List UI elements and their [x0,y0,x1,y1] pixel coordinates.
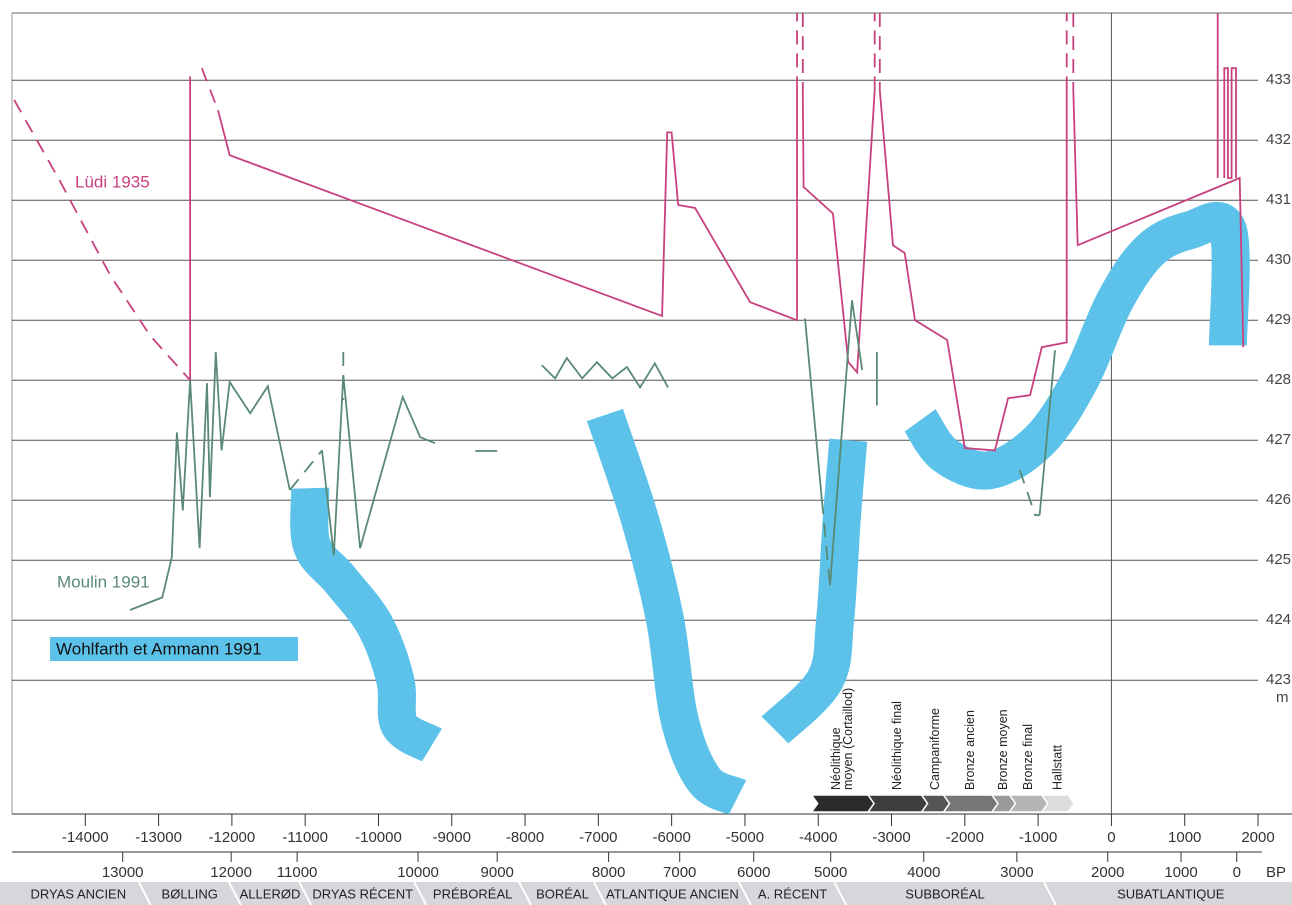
band-series [290,202,1250,815]
x-tick-label: -14000 [62,829,109,846]
culture-label: Bronze ancien [963,710,977,790]
period-label: PRÉBORÉAL [433,886,512,901]
bp-tick-label: 3000 [1000,864,1033,881]
period-label: ATLANTIQUE ANCIEN [606,886,739,901]
period-label: DRYAS ANCIEN [31,886,127,901]
bp-tick-label: 10000 [397,864,439,881]
bp-tick-label: 4000 [907,864,940,881]
x-tick-label: -9000 [433,829,471,846]
y-tick-label: 424 [1266,611,1291,628]
x-tick-label: -7000 [579,829,617,846]
x-tick-label: -6000 [652,829,690,846]
culture-label: Néolithique [829,727,843,790]
period-label: SUBATLANTIQUE [1117,886,1225,901]
y-tick-label: 430 [1266,251,1291,268]
period-label: A. RÉCENT [758,886,827,901]
period-label: BORÉAL [536,886,589,901]
x-tick-label: -2000 [946,829,984,846]
period-separator [1042,881,1057,905]
x-tick-label: -10000 [355,829,402,846]
bp-tick-label: 12000 [210,864,252,881]
period-label: SUBBORÉAL [905,886,984,901]
y-unit: m [1276,689,1289,706]
legend-label: Wohlfarth et Ammann 1991 [56,639,262,658]
x-tick-label: -11000 [282,829,328,846]
culture-segment [942,794,999,813]
x-tick-label: -5000 [726,829,764,846]
bp-tick-label: 6000 [737,864,770,881]
bp-tick-label: 7000 [663,864,696,881]
legend-label: Moulin 1991 [57,572,150,591]
x-tick-label: -13000 [135,829,182,846]
culture-label: Hallstatt [1050,744,1064,790]
x-tick-label: -1000 [1019,829,1057,846]
bp-tick-label: 5000 [814,864,847,881]
bp-tick-label: 11000 [277,864,318,881]
period-band [0,882,1292,905]
period-separator [518,881,532,905]
line-series [129,300,1056,611]
y-tick-label: 432 [1266,131,1291,148]
culture-segment [810,794,875,813]
period-separator [413,881,428,905]
period-separator [738,881,752,905]
line-series [189,13,1245,452]
y-tick-label: 427 [1266,431,1291,448]
x-tick-label: 1000 [1168,829,1201,846]
period-label: BØLLING [162,886,218,901]
bp-tick-label: 13000 [102,864,144,881]
x-tick-label: -8000 [506,829,544,846]
period-separator [137,881,152,905]
culture-segment [1040,794,1076,813]
bp-tick-label: 8000 [592,864,625,881]
culture-label: moyen (Cortaillod) [841,688,855,790]
culture-label: Campaniforme [928,708,942,790]
x-tick-label: 2000 [1241,829,1274,846]
x-tick-label: -4000 [799,829,837,846]
y-tick-label: 429 [1266,311,1291,328]
bp-axis-label: BP [1266,864,1286,881]
y-tick-label: 431 [1266,191,1291,208]
legend-label: Lüdi 1935 [75,172,150,191]
y-tick-label: 433 [1266,71,1291,88]
bp-tick-label: 1000 [1164,864,1197,881]
culture-label: Bronze final [1021,724,1035,790]
y-tick-label: 426 [1266,491,1291,508]
x-tick-label: -3000 [872,829,910,846]
period-label: DRYAS RÉCENT [312,886,413,901]
x-tick-label: 0 [1107,829,1115,846]
y-tick-label: 428 [1266,371,1291,388]
bp-tick-label: 9000 [481,864,514,881]
culture-segment [866,794,929,813]
period-separator [227,881,242,905]
line-series [13,13,1075,381]
period-label: ALLERØD [240,886,301,901]
line-series [289,352,1040,586]
period-separator [298,881,313,905]
culture-label: Néolithique final [890,701,904,790]
legend-swatch [50,637,298,661]
x-tick-label: -12000 [209,829,256,846]
bp-tick-label: 0 [1233,864,1241,881]
y-tick-label: 425 [1266,551,1291,568]
bp-tick-label: 2000 [1091,864,1124,881]
period-separator [592,881,607,905]
culture-label: Bronze moyen [996,709,1010,790]
period-separator [833,881,848,905]
culture-segment [1008,794,1049,813]
y-tick-label: 423 [1266,671,1291,688]
